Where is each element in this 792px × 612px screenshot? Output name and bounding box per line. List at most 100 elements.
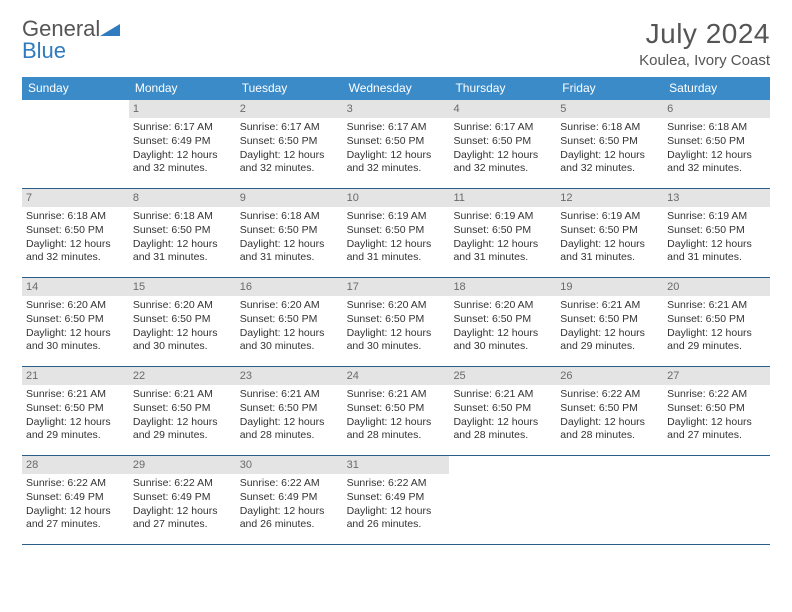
daylight-text: Daylight: 12 hours and 27 minutes.	[26, 505, 125, 532]
day-number: 9	[236, 189, 343, 207]
daylight-text: Daylight: 12 hours and 32 minutes.	[667, 149, 766, 176]
day-cell	[663, 456, 770, 544]
logo-triangle-icon	[100, 18, 120, 40]
day-number: 31	[343, 456, 450, 474]
sunrise-text: Sunrise: 6:17 AM	[133, 121, 232, 135]
sunrise-text: Sunrise: 6:19 AM	[667, 210, 766, 224]
sunset-text: Sunset: 6:50 PM	[240, 135, 339, 149]
day-number: 3	[343, 100, 450, 118]
sunset-text: Sunset: 6:50 PM	[560, 224, 659, 238]
daylight-text: Daylight: 12 hours and 27 minutes.	[667, 416, 766, 443]
day-number: 25	[449, 367, 556, 385]
day-number: 4	[449, 100, 556, 118]
daylight-text: Daylight: 12 hours and 32 minutes.	[133, 149, 232, 176]
sunrise-text: Sunrise: 6:18 AM	[560, 121, 659, 135]
day-number	[449, 456, 556, 474]
daylight-text: Daylight: 12 hours and 31 minutes.	[347, 238, 446, 265]
sunset-text: Sunset: 6:50 PM	[667, 313, 766, 327]
sunrise-text: Sunrise: 6:19 AM	[560, 210, 659, 224]
day-cell: 27Sunrise: 6:22 AMSunset: 6:50 PMDayligh…	[663, 367, 770, 455]
sunset-text: Sunset: 6:50 PM	[453, 402, 552, 416]
sunset-text: Sunset: 6:50 PM	[347, 313, 446, 327]
day-cell: 25Sunrise: 6:21 AMSunset: 6:50 PMDayligh…	[449, 367, 556, 455]
daylight-text: Daylight: 12 hours and 32 minutes.	[560, 149, 659, 176]
day-cell: 10Sunrise: 6:19 AMSunset: 6:50 PMDayligh…	[343, 189, 450, 277]
day-number	[556, 456, 663, 474]
daylight-text: Daylight: 12 hours and 32 minutes.	[347, 149, 446, 176]
day-cell: 23Sunrise: 6:21 AMSunset: 6:50 PMDayligh…	[236, 367, 343, 455]
daylight-text: Daylight: 12 hours and 30 minutes.	[133, 327, 232, 354]
title-block: July 2024 Koulea, Ivory Coast	[639, 18, 770, 69]
dow-cell: Monday	[129, 77, 236, 100]
daylight-text: Daylight: 12 hours and 29 minutes.	[26, 416, 125, 443]
daylight-text: Daylight: 12 hours and 27 minutes.	[133, 505, 232, 532]
sunrise-text: Sunrise: 6:22 AM	[347, 477, 446, 491]
dow-cell: Sunday	[22, 77, 129, 100]
day-cell: 22Sunrise: 6:21 AMSunset: 6:50 PMDayligh…	[129, 367, 236, 455]
sunrise-text: Sunrise: 6:21 AM	[560, 299, 659, 313]
sunrise-text: Sunrise: 6:19 AM	[453, 210, 552, 224]
day-number: 28	[22, 456, 129, 474]
daylight-text: Daylight: 12 hours and 32 minutes.	[240, 149, 339, 176]
sunrise-text: Sunrise: 6:19 AM	[347, 210, 446, 224]
day-number: 19	[556, 278, 663, 296]
sunset-text: Sunset: 6:50 PM	[133, 224, 232, 238]
daylight-text: Daylight: 12 hours and 30 minutes.	[240, 327, 339, 354]
sunset-text: Sunset: 6:50 PM	[26, 224, 125, 238]
daylight-text: Daylight: 12 hours and 29 minutes.	[667, 327, 766, 354]
daylight-text: Daylight: 12 hours and 31 minutes.	[667, 238, 766, 265]
sunrise-text: Sunrise: 6:20 AM	[240, 299, 339, 313]
daylight-text: Daylight: 12 hours and 26 minutes.	[347, 505, 446, 532]
day-number: 7	[22, 189, 129, 207]
day-cell: 26Sunrise: 6:22 AMSunset: 6:50 PMDayligh…	[556, 367, 663, 455]
day-cell: 6Sunrise: 6:18 AMSunset: 6:50 PMDaylight…	[663, 100, 770, 188]
day-cell: 7Sunrise: 6:18 AMSunset: 6:50 PMDaylight…	[22, 189, 129, 277]
day-number: 18	[449, 278, 556, 296]
daylight-text: Daylight: 12 hours and 29 minutes.	[133, 416, 232, 443]
week-row: 14Sunrise: 6:20 AMSunset: 6:50 PMDayligh…	[22, 278, 770, 367]
daylight-text: Daylight: 12 hours and 31 minutes.	[453, 238, 552, 265]
day-cell: 29Sunrise: 6:22 AMSunset: 6:49 PMDayligh…	[129, 456, 236, 544]
sunset-text: Sunset: 6:50 PM	[240, 402, 339, 416]
day-of-week-header: SundayMondayTuesdayWednesdayThursdayFrid…	[22, 77, 770, 100]
day-cell: 12Sunrise: 6:19 AMSunset: 6:50 PMDayligh…	[556, 189, 663, 277]
sunrise-text: Sunrise: 6:18 AM	[240, 210, 339, 224]
day-number: 27	[663, 367, 770, 385]
day-cell	[556, 456, 663, 544]
sunset-text: Sunset: 6:50 PM	[560, 313, 659, 327]
sunset-text: Sunset: 6:50 PM	[133, 313, 232, 327]
sunrise-text: Sunrise: 6:22 AM	[240, 477, 339, 491]
sunset-text: Sunset: 6:50 PM	[453, 313, 552, 327]
sunset-text: Sunset: 6:49 PM	[133, 135, 232, 149]
sunset-text: Sunset: 6:50 PM	[453, 135, 552, 149]
daylight-text: Daylight: 12 hours and 28 minutes.	[240, 416, 339, 443]
sunset-text: Sunset: 6:49 PM	[26, 491, 125, 505]
sunrise-text: Sunrise: 6:18 AM	[667, 121, 766, 135]
day-cell	[449, 456, 556, 544]
day-cell: 19Sunrise: 6:21 AMSunset: 6:50 PMDayligh…	[556, 278, 663, 366]
month-title: July 2024	[639, 18, 770, 50]
sunrise-text: Sunrise: 6:21 AM	[240, 388, 339, 402]
sunrise-text: Sunrise: 6:20 AM	[453, 299, 552, 313]
sunrise-text: Sunrise: 6:22 AM	[560, 388, 659, 402]
day-number: 26	[556, 367, 663, 385]
sunset-text: Sunset: 6:50 PM	[133, 402, 232, 416]
sunrise-text: Sunrise: 6:22 AM	[133, 477, 232, 491]
day-cell: 13Sunrise: 6:19 AMSunset: 6:50 PMDayligh…	[663, 189, 770, 277]
day-cell: 16Sunrise: 6:20 AMSunset: 6:50 PMDayligh…	[236, 278, 343, 366]
daylight-text: Daylight: 12 hours and 31 minutes.	[133, 238, 232, 265]
sunset-text: Sunset: 6:50 PM	[560, 135, 659, 149]
location: Koulea, Ivory Coast	[639, 52, 770, 69]
day-cell: 3Sunrise: 6:17 AMSunset: 6:50 PMDaylight…	[343, 100, 450, 188]
daylight-text: Daylight: 12 hours and 30 minutes.	[453, 327, 552, 354]
sunrise-text: Sunrise: 6:18 AM	[26, 210, 125, 224]
daylight-text: Daylight: 12 hours and 31 minutes.	[560, 238, 659, 265]
day-cell: 1 Sunrise: 6:17 AMSunset: 6:49 PMDaylight…	[129, 100, 236, 188]
sunrise-text: Sunrise: 6:20 AM	[26, 299, 125, 313]
day-number: 6	[663, 100, 770, 118]
day-cell: 5Sunrise: 6:18 AMSunset: 6:50 PMDaylight…	[556, 100, 663, 188]
logo: General Blue	[22, 18, 120, 62]
day-number: 1	[129, 100, 236, 118]
day-cell: 18 Sunrise: 6:20 AMSunset: 6:50 PMDayligh…	[449, 278, 556, 366]
logo-text: General Blue	[22, 18, 120, 62]
